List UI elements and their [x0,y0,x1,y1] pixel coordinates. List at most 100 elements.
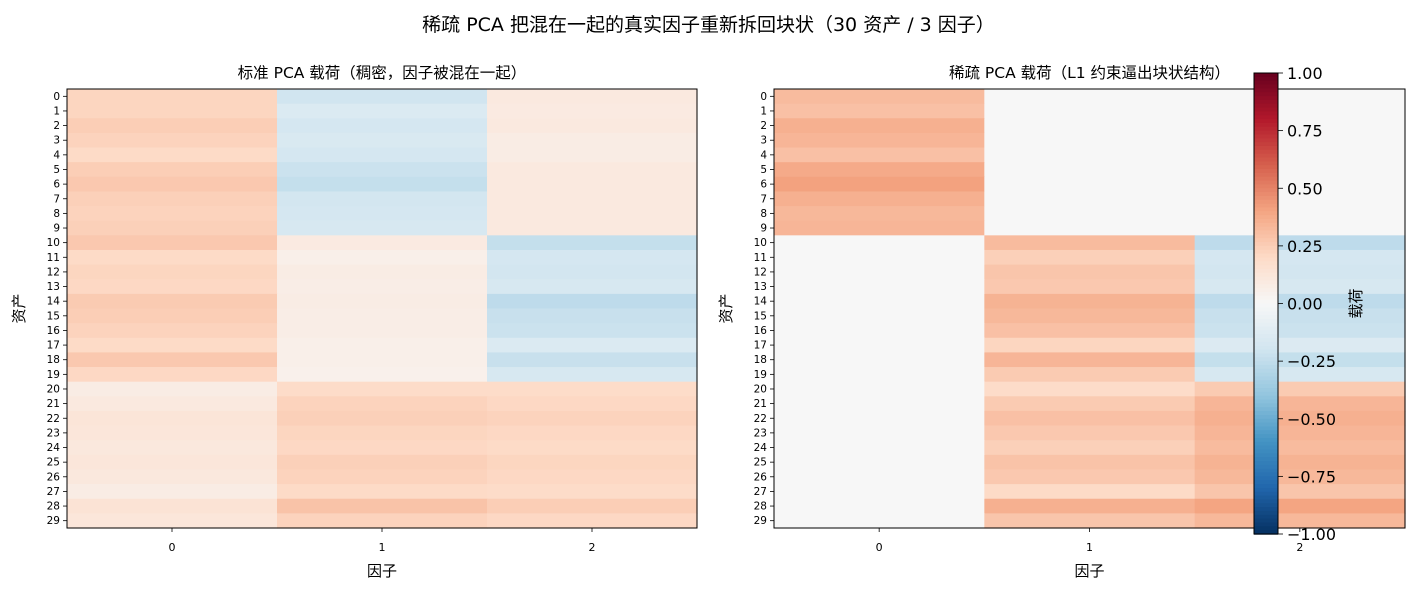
heatmap-cell [984,176,1196,193]
heatmap-cell [774,235,985,251]
heatmap-cell [277,293,488,310]
heatmap-cell [67,425,278,441]
heatmap-cell [487,454,698,471]
heatmap-cell [487,147,698,163]
heatmap-cell [984,279,1196,295]
colorbar-segment [1254,510,1278,516]
heatmap-cell [1194,220,1406,236]
heatmap-cell [67,89,278,105]
heatmap-cell [487,337,698,353]
colorbar-tick-label: 0.00 [1287,295,1323,314]
heatmap-cell [487,118,698,134]
heatmap-cell [487,410,698,427]
heatmap-cell [774,206,985,222]
heatmap-cell [487,498,698,514]
heatmap-cell [277,264,488,280]
heatmap-cell [984,206,1196,222]
heatmap-cell [487,235,698,251]
heatmap-cell [487,425,698,441]
colorbar-segment [1254,472,1278,478]
heatmap-cell [984,323,1196,339]
heatmap-cell [1194,323,1406,339]
heatmap-cell [67,352,278,368]
figure-title: 稀疏 PCA 把混在一起的真实因子重新拆回块状（30 资产 / 3 因子） [422,14,995,36]
colorbar-segment [1254,384,1278,389]
heatmap-cell [1194,249,1406,266]
colorbar-segment [1254,411,1278,416]
colorbar-segment [1254,322,1278,328]
y-tick-label: 0 [760,91,767,103]
x-axis-label: 因子 [1074,562,1104,580]
heatmap-cell [1194,367,1406,383]
heatmap-cell [67,132,278,149]
y-tick-label: 5 [53,164,60,176]
heatmap-cell [774,162,985,178]
y-tick-label: 15 [754,310,767,322]
heatmap-cell [67,381,278,397]
y-tick-label: 9 [53,223,60,235]
heatmap-cell [277,191,488,207]
y-tick-label: 1 [760,105,767,117]
heatmap-cell [67,103,278,119]
colorbar-segment [1254,280,1278,285]
heatmap-cell [774,352,985,368]
heatmap-cell [67,513,278,529]
heatmap-cell [277,89,488,105]
heatmap-cell [67,337,278,353]
heatmap-cell [1194,132,1406,149]
colorbar-tick-label: −0.75 [1287,467,1336,486]
colorbar-segment [1254,73,1278,78]
colorbar-segment [1254,380,1278,385]
colorbar-segment [1254,434,1278,439]
panel-title: 标准 PCA 载荷（稠密，因子被混在一起） [238,64,527,82]
y-tick-label: 11 [47,252,60,264]
colorbar-segment [1254,149,1278,155]
y-tick-label: 22 [754,413,767,425]
colorbar-segment [1254,526,1278,531]
heatmap-cell [774,279,985,295]
colorbar-segment [1254,507,1278,512]
y-tick-label: 10 [47,237,60,249]
heatmap-cell [487,206,698,222]
heatmap-cell [67,176,278,193]
colorbar-segment [1254,414,1278,420]
colorbar-segment [1254,403,1278,408]
colorbar-segment [1254,107,1278,113]
colorbar-segment [1254,495,1278,501]
heatmap-cell [984,118,1196,134]
colorbar-segment [1254,349,1278,355]
colorbar-segment [1254,441,1278,447]
heatmap-cell [487,264,698,280]
heatmap-cell [984,249,1196,266]
y-tick-label: 3 [760,135,767,147]
colorbar-segment [1254,211,1278,216]
heatmap-cell [487,293,698,310]
y-tick-label: 26 [47,471,61,483]
y-tick-label: 3 [53,135,60,147]
colorbar-segment [1254,215,1278,220]
heatmap-cell [67,249,278,266]
heatmap-panel-sparse-pca: 0123456789101112131415161718192021222324… [717,64,1406,580]
y-tick-label: 12 [47,266,60,278]
heatmap-cell [487,367,698,383]
colorbar-segment [1254,418,1278,424]
colorbar-segment [1254,99,1278,105]
heatmap-cell [487,191,698,207]
heatmap-cell [1194,425,1406,441]
colorbar-segment [1254,449,1278,455]
colorbar-segment [1254,134,1278,140]
heatmap-cell [1194,89,1406,105]
y-tick-label: 1 [53,105,60,117]
heatmap-cell [1194,498,1406,514]
heatmap-cell [984,132,1196,149]
colorbar-segment [1254,407,1278,412]
heatmap-cell [487,352,698,368]
colorbar-segment [1254,226,1278,232]
colorbar-segment [1254,272,1278,278]
colorbar-segment [1254,161,1278,166]
colorbar-tick-label: 0.75 [1287,122,1323,141]
y-tick-label: 20 [754,383,767,395]
heatmap-cell [277,498,488,514]
heatmap-cell [277,176,488,193]
heatmap-cell [984,103,1196,119]
